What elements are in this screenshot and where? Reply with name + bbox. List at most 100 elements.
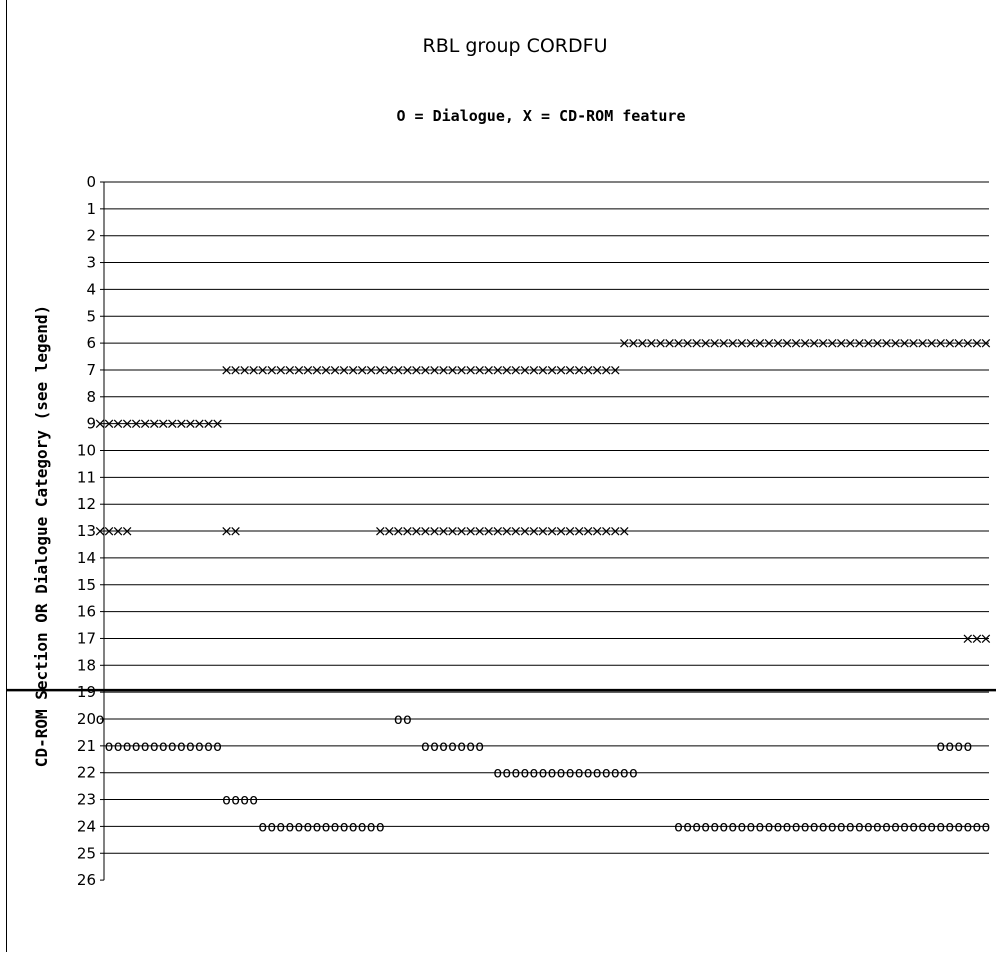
dialogue-marker: o [258, 817, 267, 835]
cd-rom-feature-marker: × [446, 361, 459, 379]
dialogue-marker: o [421, 737, 430, 755]
dialogue-marker: o [981, 817, 990, 835]
cd-rom-feature-marker: × [880, 334, 893, 352]
dialogue-marker: o [801, 817, 810, 835]
cd-rom-feature-marker: × [808, 334, 821, 352]
dialogue-marker: o [611, 764, 620, 782]
cd-rom-feature-marker: × [121, 522, 134, 540]
dialogue-marker: o [783, 817, 792, 835]
cd-rom-feature-marker: × [121, 415, 134, 433]
cd-rom-feature-marker: × [112, 415, 125, 433]
dialogue-marker: o [963, 737, 972, 755]
dialogue-marker: o [331, 817, 340, 835]
dialogue-marker: o [945, 737, 954, 755]
dialogue-marker: o [891, 817, 900, 835]
cd-rom-feature-marker: × [934, 334, 947, 352]
cd-rom-feature-marker: × [501, 361, 514, 379]
cd-rom-feature-marker: × [148, 415, 161, 433]
cd-rom-feature-marker: × [555, 522, 568, 540]
cd-rom-feature-marker: × [510, 522, 523, 540]
cd-rom-feature-marker: × [943, 334, 956, 352]
y-axis-label: CD-ROM Section OR Dialogue Category (see… [32, 305, 51, 767]
cd-rom-feature-marker: × [690, 334, 703, 352]
cd-rom-feature-marker: × [754, 334, 767, 352]
gridlines [7, 181, 996, 854]
y-tick-label: 25 [77, 844, 96, 862]
cd-rom-feature-marker: × [311, 361, 324, 379]
cd-rom-feature-marker: × [925, 334, 938, 352]
dialogue-marker: o [855, 817, 864, 835]
dialogue-marker: o [737, 817, 746, 835]
cd-rom-feature-marker: × [528, 361, 541, 379]
cd-rom-feature-marker: × [980, 629, 993, 647]
cd-rom-feature-marker: × [392, 361, 405, 379]
cd-rom-feature-marker: × [537, 361, 550, 379]
y-axis: 0123456789101112131415161718192021222324… [77, 173, 105, 889]
dialogue-marker: o [466, 737, 475, 755]
cd-rom-feature-marker: × [320, 361, 333, 379]
cd-rom-feature-marker: × [781, 334, 794, 352]
dialogue-marker: o [195, 737, 204, 755]
cd-rom-feature-marker: × [799, 334, 812, 352]
dialogue-marker: o [927, 817, 936, 835]
cd-rom-feature-marker: × [437, 522, 450, 540]
cd-rom-feature-marker: × [862, 334, 875, 352]
cd-rom-feature-marker: × [618, 522, 631, 540]
cd-rom-feature-marker: × [464, 361, 477, 379]
cd-rom-feature-marker: × [519, 361, 532, 379]
cd-rom-feature-marker: × [410, 361, 423, 379]
cd-rom-feature-marker: × [455, 522, 468, 540]
dialogue-marker: o [520, 764, 529, 782]
cd-rom-feature-marker: × [582, 522, 595, 540]
dialogue-marker: o [945, 817, 954, 835]
dialogue-marker: o [936, 737, 945, 755]
dialogue-marker: o [276, 817, 285, 835]
y-tick-label: 16 [77, 603, 96, 621]
y-tick-label: 10 [77, 442, 96, 460]
y-tick-label: 6 [86, 334, 96, 352]
chart-frame: RBL group CORDFU O = Dialogue, X = CD-RO… [6, 0, 996, 952]
cd-rom-feature-marker: × [238, 361, 251, 379]
cd-rom-feature-marker: × [193, 415, 206, 433]
cd-rom-feature-marker: × [853, 334, 866, 352]
cd-rom-feature-marker: × [745, 334, 758, 352]
dialogue-marker: o [493, 764, 502, 782]
data-markers: ××××××××××××××××××××××××××××××××××××××××… [94, 334, 992, 835]
cd-rom-feature-marker: × [211, 415, 224, 433]
y-tick-label: 7 [86, 361, 96, 379]
dialogue-marker: o [95, 710, 104, 728]
cd-rom-feature-marker: × [365, 361, 378, 379]
cd-rom-feature-marker: × [482, 522, 495, 540]
y-tick-label: 14 [77, 549, 96, 567]
y-tick-label: 24 [77, 817, 96, 835]
dialogue-marker: o [972, 817, 981, 835]
cd-rom-feature-marker: × [157, 415, 170, 433]
dialogue-marker: o [358, 817, 367, 835]
cd-rom-feature-marker: × [636, 334, 649, 352]
dialogue-marker: o [719, 817, 728, 835]
cd-rom-feature-marker: × [112, 522, 125, 540]
dialogue-marker: o [186, 737, 195, 755]
cd-rom-feature-marker: × [491, 361, 504, 379]
dialogue-marker: o [177, 737, 186, 755]
y-tick-label: 9 [86, 415, 96, 433]
cd-rom-feature-marker: × [871, 334, 884, 352]
cd-rom-feature-marker: × [401, 522, 414, 540]
y-tick-label: 12 [77, 495, 96, 513]
cd-rom-feature-marker: × [482, 361, 495, 379]
dialogue-marker: o [105, 737, 114, 755]
cd-rom-feature-marker: × [247, 361, 260, 379]
chart-title: RBL group CORDFU [423, 35, 608, 57]
cd-rom-feature-marker: × [591, 361, 604, 379]
y-tick-label: 11 [77, 468, 96, 486]
y-tick-label: 22 [77, 764, 96, 782]
cd-rom-feature-marker: × [491, 522, 504, 540]
cd-rom-feature-marker: × [329, 361, 342, 379]
cd-rom-feature-marker: × [392, 522, 405, 540]
cd-rom-feature-marker: × [519, 522, 532, 540]
dialogue-marker: o [692, 817, 701, 835]
dialogue-marker: o [629, 764, 638, 782]
dialogue-marker: o [620, 764, 629, 782]
dialogue-marker: o [267, 817, 276, 835]
dialogue-marker: o [819, 817, 828, 835]
